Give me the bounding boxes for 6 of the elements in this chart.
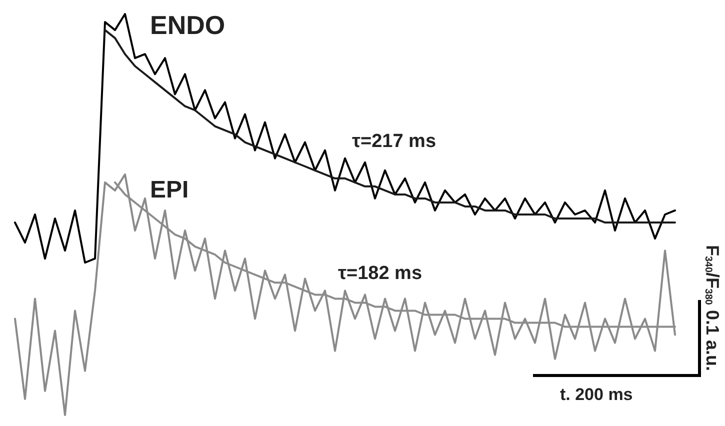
annotation: ENDO xyxy=(150,10,226,40)
text: F340/F380 0.1 a.u. xyxy=(702,245,722,371)
annotation: τ=182 ms xyxy=(338,263,422,284)
annotation: EPI xyxy=(150,176,189,204)
annotation: τ=217 ms xyxy=(352,131,436,152)
annotation: t. 200 ms xyxy=(560,385,633,404)
